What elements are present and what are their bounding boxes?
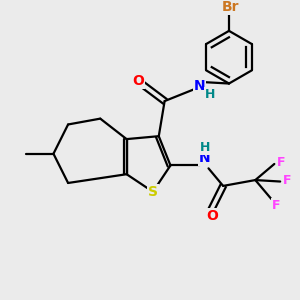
Text: N: N	[199, 151, 211, 165]
Text: O: O	[206, 209, 218, 223]
Text: F: F	[283, 174, 292, 187]
Text: N: N	[193, 80, 205, 93]
Text: Br: Br	[222, 0, 239, 14]
Text: S: S	[148, 185, 158, 199]
Text: F: F	[277, 156, 285, 169]
Text: F: F	[272, 199, 280, 212]
Text: O: O	[132, 74, 144, 88]
Text: H: H	[205, 88, 215, 101]
Text: H: H	[200, 141, 210, 154]
